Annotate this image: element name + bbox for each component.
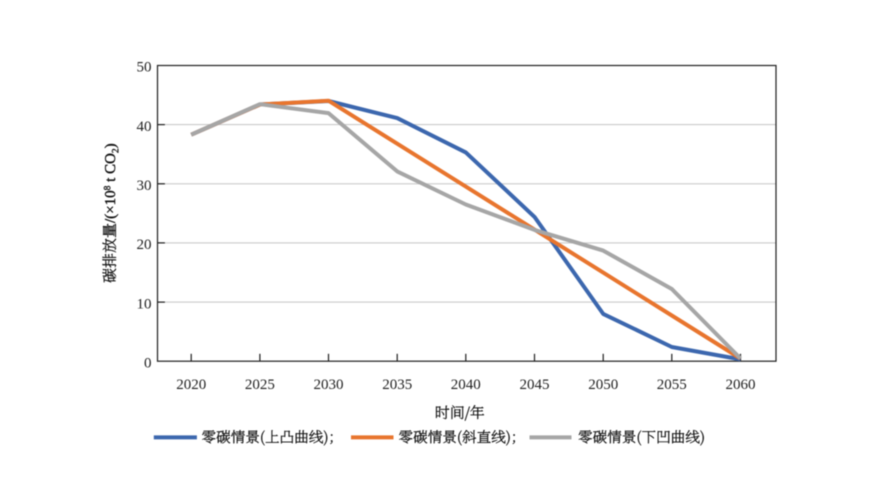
svg-text:40: 40	[137, 119, 152, 135]
svg-text:50: 50	[137, 60, 152, 76]
svg-text:2020: 2020	[176, 377, 206, 393]
svg-text:0: 0	[144, 355, 152, 371]
svg-text:2030: 2030	[314, 377, 344, 393]
svg-text:10: 10	[137, 296, 152, 312]
svg-text:2035: 2035	[382, 377, 412, 393]
svg-text:2040: 2040	[451, 377, 481, 393]
svg-text:20: 20	[137, 237, 152, 253]
svg-text:2045: 2045	[520, 377, 550, 393]
svg-text:2060: 2060	[726, 377, 756, 393]
svg-text:2025: 2025	[245, 377, 275, 393]
svg-text:2050: 2050	[588, 377, 618, 393]
svg-text:30: 30	[137, 178, 152, 194]
svg-text:2055: 2055	[657, 377, 687, 393]
